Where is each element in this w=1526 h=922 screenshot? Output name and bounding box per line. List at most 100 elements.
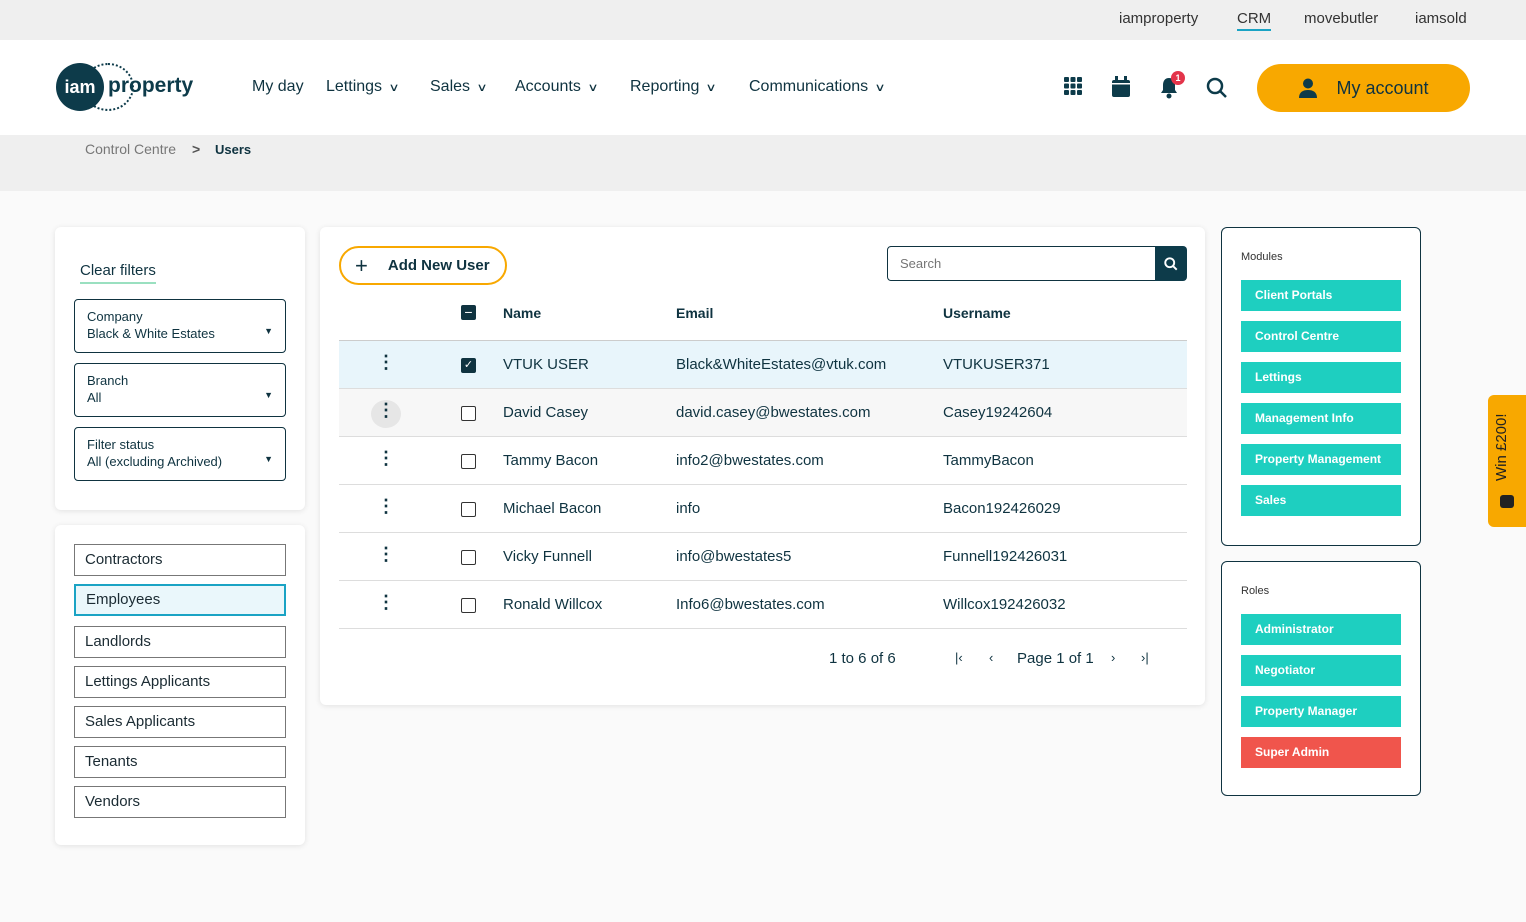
- chevron-down-icon: ∨: [874, 82, 886, 94]
- top-link-iamproperty[interactable]: iamproperty: [1119, 10, 1199, 27]
- company-value: Black & White Estates: [87, 326, 215, 341]
- user-username: VTUKUSER371: [943, 356, 1050, 373]
- modules-title: Modules: [1241, 251, 1283, 263]
- logo-iam: iam: [64, 76, 96, 97]
- nav-communications[interactable]: Communications ∨: [749, 78, 886, 96]
- add-new-user-label: Add New User: [387, 257, 490, 274]
- top-link-crm[interactable]: CRM: [1237, 10, 1272, 31]
- row-checkbox[interactable]: [461, 406, 476, 421]
- chevron-down-icon: ∨: [705, 82, 718, 94]
- table-row[interactable]: ⋮ David Casey david.casey@bwestates.com …: [339, 389, 1187, 437]
- row-checkbox[interactable]: [461, 454, 476, 469]
- pagination-range: 1 to 6 of 6: [829, 650, 896, 667]
- more-actions-icon[interactable]: ⋮: [371, 400, 401, 428]
- company-label: Company: [87, 309, 143, 324]
- add-new-user-button[interactable]: + Add New User: [339, 246, 507, 285]
- modules-tag: Management Info: [1241, 403, 1401, 434]
- page-indicator: Page 1 of 1: [1017, 650, 1094, 667]
- category-tenants[interactable]: Tenants: [74, 746, 286, 778]
- logo-text: property: [108, 74, 194, 97]
- clear-filters-link[interactable]: Clear filters: [80, 262, 156, 284]
- table-header: [339, 293, 1187, 341]
- prev-page-icon[interactable]: ‹: [989, 650, 994, 665]
- search-button[interactable]: [1155, 246, 1187, 281]
- top-bar: [0, 0, 1526, 40]
- calendar-icon[interactable]: [1111, 76, 1131, 104]
- nav-sales[interactable]: Sales ∨: [430, 78, 488, 96]
- nav-lettings[interactable]: Lettings ∨: [326, 78, 400, 96]
- breadcrumb-current: Users: [215, 142, 252, 157]
- table-row[interactable]: ⋮ Michael Bacon info Bacon192426029: [339, 485, 1187, 533]
- smiley-icon: [1500, 495, 1514, 508]
- win-promo-tab[interactable]: Win £200!: [1488, 395, 1526, 527]
- user-name: Tammy Bacon: [503, 452, 599, 469]
- category-sales-applicants[interactable]: Sales Applicants: [74, 706, 286, 738]
- user-name: VTUK USER: [503, 356, 589, 373]
- nav-label: Accounts: [515, 78, 581, 95]
- nav-reporting[interactable]: Reporting ∨: [630, 78, 718, 96]
- nav-my-day[interactable]: My day: [252, 78, 304, 96]
- next-page-icon[interactable]: ›: [1111, 650, 1116, 665]
- category-contractors[interactable]: Contractors: [74, 544, 286, 576]
- chevron-right-icon: >: [192, 141, 201, 157]
- user-username: Willcox192426032: [943, 596, 1066, 613]
- row-checkbox[interactable]: [461, 550, 476, 565]
- more-actions-icon[interactable]: ⋮: [377, 592, 395, 612]
- user-email: info@bwestates5: [676, 548, 792, 565]
- category-vendors[interactable]: Vendors: [74, 786, 286, 818]
- first-page-icon[interactable]: |‹: [955, 650, 963, 665]
- top-link-movebutler[interactable]: movebutler: [1304, 10, 1379, 27]
- chevron-down-icon: ∨: [476, 82, 488, 94]
- roles-tag: Super Admin: [1241, 737, 1401, 768]
- last-page-icon[interactable]: ›|: [1141, 650, 1149, 665]
- nav-label: My day: [252, 78, 304, 95]
- user-name: Vicky Funnell: [503, 548, 592, 565]
- user-email: info: [676, 500, 701, 517]
- caret-down-icon: ▼: [264, 326, 273, 336]
- nav-label: Reporting: [630, 78, 700, 95]
- category-employees[interactable]: Employees: [74, 584, 286, 616]
- roles-tag: Administrator: [1241, 614, 1401, 645]
- user-email: david.casey@bwestates.com: [676, 404, 871, 421]
- user-username: Casey19242604: [943, 404, 1053, 421]
- more-actions-icon[interactable]: ⋮: [377, 544, 395, 564]
- header-username[interactable]: Username: [943, 305, 1011, 321]
- nav-label: Communications: [749, 78, 869, 95]
- modules-tag: Control Centre: [1241, 321, 1401, 352]
- roles-tag: Negotiator: [1241, 655, 1401, 686]
- user-username: Funnell192426031: [943, 548, 1068, 565]
- top-link-iamsold[interactable]: iamsold: [1415, 10, 1467, 27]
- table-row[interactable]: ⋮ ✓ VTUK USER Black&WhiteEstates@vtuk.co…: [339, 341, 1187, 389]
- more-actions-icon[interactable]: ⋮: [377, 448, 395, 468]
- row-checkbox[interactable]: [461, 502, 476, 517]
- branch-value: All: [87, 390, 102, 405]
- more-actions-icon[interactable]: ⋮: [377, 496, 395, 516]
- table-row[interactable]: ⋮ Vicky Funnell info@bwestates5 Funnell1…: [339, 533, 1187, 581]
- company-select[interactable]: Company Black & White Estates ▼: [74, 299, 286, 353]
- header-email[interactable]: Email: [676, 305, 714, 321]
- roles-tag: Property Manager: [1241, 696, 1401, 727]
- header-name[interactable]: Name: [503, 305, 542, 321]
- select-all-checkbox[interactable]: −: [461, 305, 476, 320]
- category-lettings-applicants[interactable]: Lettings Applicants: [74, 666, 286, 698]
- table-row[interactable]: ⋮ Ronald Willcox Info6@bwestates.com Wil…: [339, 581, 1187, 629]
- table-row[interactable]: ⋮ Tammy Bacon info2@bwestates.com TammyB…: [339, 437, 1187, 485]
- my-account-button[interactable]: My account: [1257, 64, 1470, 112]
- branch-select[interactable]: Branch All ▼: [74, 363, 286, 417]
- breadcrumb-control-centre[interactable]: Control Centre: [85, 141, 177, 157]
- row-checkbox[interactable]: [461, 598, 476, 613]
- breadcrumb-bar: [0, 135, 1526, 191]
- user-email: info2@bwestates.com: [676, 452, 824, 469]
- more-actions-icon[interactable]: ⋮: [377, 352, 395, 372]
- status-select[interactable]: Filter status All (excluding Archived) ▼: [74, 427, 286, 481]
- logo[interactable]: iam: [56, 63, 104, 111]
- row-checkbox[interactable]: ✓: [461, 358, 476, 373]
- search-input[interactable]: [887, 246, 1157, 281]
- apps-grid-icon[interactable]: [1063, 76, 1083, 102]
- category-landlords[interactable]: Landlords: [74, 626, 286, 658]
- my-account-label: My account: [1336, 77, 1429, 98]
- nav-accounts[interactable]: Accounts ∨: [515, 78, 598, 96]
- user-email: Black&WhiteEstates@vtuk.com: [676, 356, 887, 373]
- user-username: Bacon192426029: [943, 500, 1061, 517]
- search-icon[interactable]: [1206, 77, 1228, 105]
